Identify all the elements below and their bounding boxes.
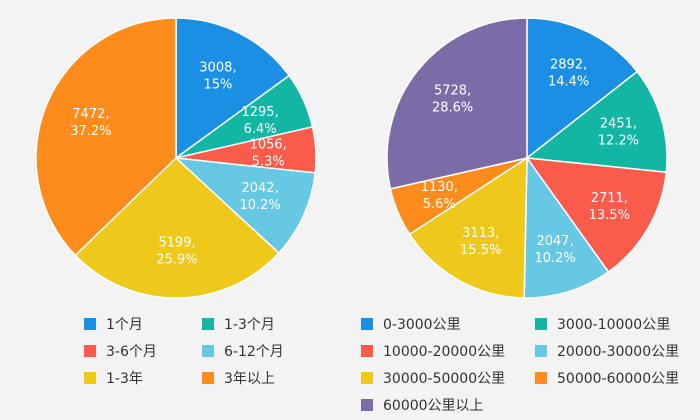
legend-label-1-2: 10000-20000公里 [383, 344, 505, 360]
legend-label-1-5: 50000-60000公里 [557, 371, 679, 387]
legend-label-0-3: 6-12个月 [224, 344, 284, 360]
slice-data-label-0-4: 5199, 25.9% [156, 235, 197, 267]
slice-value-1-5: 1130, [421, 180, 458, 195]
pie-slice-1-4 [408, 156, 528, 299]
legend-label-1-0: 0-3000公里 [383, 317, 461, 333]
slice-percent-1-6: 28.6% [432, 101, 473, 116]
legend-label-1-1: 3000-10000公里 [557, 317, 670, 333]
slice-percent-1-4: 15.5% [460, 243, 501, 258]
legend-mileage: 0-3000公里 3000-10000公里 10000-20000公里 20000-3… [361, 317, 679, 414]
pie-slice-1-3 [523, 155, 610, 299]
legend-label-0-4: 1-3年 [106, 371, 143, 387]
legend-swatch-1-1 [535, 318, 547, 330]
pie-slice-0-3 [173, 157, 317, 255]
slice-data-label-1-4: 3113, 15.5% [460, 226, 501, 258]
legend-label-1-3: 20000-30000公里 [557, 344, 679, 360]
legend-swatch-1-3 [535, 345, 547, 357]
slice-percent-0-4: 25.9% [156, 252, 197, 267]
legend-duration: 1个月 1-3个月 3-6个月 6-12个月 1-3年 3年以上 [84, 317, 284, 387]
legend-swatch-0-1 [202, 318, 214, 330]
slice-percent-0-0: 15% [203, 78, 232, 93]
legend-swatch-1-4 [361, 372, 373, 384]
pie-chart-duration: 3008, 15% 1295, 6.4%1056, 5.3% 2042, 10.2% 5199… [35, 17, 317, 299]
slice-value-0-3: 2042, [241, 181, 278, 196]
slice-data-label-0-1: 1295, 6.4% [241, 105, 278, 137]
legend-swatch-0-4 [84, 372, 96, 384]
slice-percent-0-5: 37.2% [70, 124, 111, 139]
slice-data-label-1-0: 2892, 14.4% [548, 57, 589, 89]
legend-label-0-5: 3年以上 [224, 371, 275, 387]
legend-swatch-1-6 [361, 399, 373, 411]
slice-value-0-5: 7472, [72, 107, 109, 122]
pie-chart-mileage: 2892, 14.4% 2451, 12.2% 2711, 13.5% 2047, 10.2%… [386, 17, 668, 299]
slice-data-label-1-5: 1130, 5.6% [421, 180, 458, 212]
legend-label-1-6: 60000公里以上 [383, 398, 484, 414]
pie-slice-1-6 [386, 17, 528, 190]
legend-swatch-1-0 [361, 318, 373, 330]
slice-percent-1-1: 12.2% [598, 134, 639, 149]
slice-data-label-1-6: 5728, 28.6% [432, 84, 473, 116]
slice-data-label-0-3: 2042, 10.2% [239, 181, 280, 213]
slice-data-label-0-2: 1056, 5.3% [250, 138, 287, 170]
legend-swatch-0-3 [202, 345, 214, 357]
slice-data-label-1-2: 2711, 13.5% [589, 191, 630, 223]
slice-value-1-6: 5728, [434, 84, 471, 99]
slice-data-label-1-3: 2047, 10.2% [534, 234, 575, 266]
pie-slice-0-5 [35, 17, 177, 257]
slice-percent-1-2: 13.5% [589, 208, 630, 223]
legend-swatch-1-2 [361, 345, 373, 357]
slice-percent-0-1: 6.4% [244, 122, 277, 137]
slice-percent-0-3: 10.2% [239, 198, 280, 213]
legend-swatch-0-5 [202, 372, 214, 384]
pie-slice-1-2 [525, 157, 668, 273]
legend-label-0-0: 1个月 [106, 317, 143, 333]
slice-data-label-0-0: 3008, 15% [199, 61, 236, 93]
legend-swatch-0-2 [84, 345, 96, 357]
slice-value-0-2: 1056, [250, 138, 287, 153]
pie-slice-0-4 [74, 156, 280, 299]
slice-percent-1-3: 10.2% [534, 251, 575, 266]
legend-label-0-1: 1-3个月 [224, 317, 275, 333]
slice-percent-1-5: 5.6% [423, 197, 456, 212]
slice-value-1-1: 2451, [600, 117, 637, 132]
slice-value-1-4: 3113, [462, 226, 499, 241]
slice-value-1-0: 2892, [550, 57, 587, 72]
legend-swatch-1-5 [535, 372, 547, 384]
slice-value-1-2: 2711, [591, 191, 628, 206]
slice-percent-0-2: 5.3% [252, 155, 285, 170]
slice-data-label-1-1: 2451, 12.2% [598, 117, 639, 149]
pie-slice-1-0 [526, 17, 639, 160]
slice-value-0-1: 1295, [241, 105, 278, 120]
pie-slice-0-0 [175, 17, 291, 160]
legend-label-0-2: 3-6个月 [106, 344, 157, 360]
slice-value-1-3: 2047, [536, 234, 573, 249]
legend-label-1-4: 30000-50000公里 [383, 371, 505, 387]
slice-percent-1-0: 14.4% [548, 74, 589, 89]
slice-value-0-4: 5199, [158, 235, 195, 250]
pie-slice-1-1 [525, 70, 668, 174]
legend-swatch-0-0 [84, 318, 96, 330]
slice-data-label-0-5: 7472, 37.2% [70, 107, 111, 139]
slice-value-0-0: 3008, [199, 61, 236, 76]
